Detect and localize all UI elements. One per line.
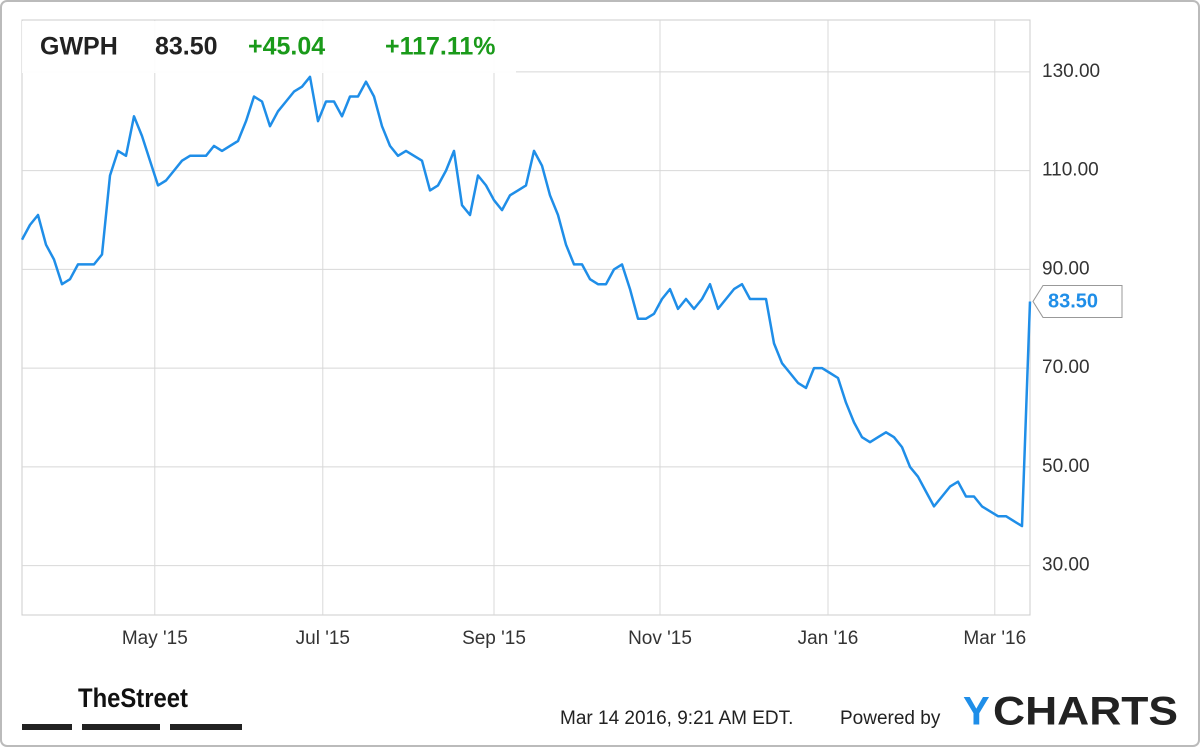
change-percent: +117.11% [385, 33, 496, 61]
price-line [20, 75, 1032, 528]
timestamp: Mar 14 2016, 9:21 AM EDT. [560, 708, 793, 729]
series-layer [20, 75, 1032, 528]
y-tick-label: 30.00 [1042, 555, 1090, 576]
grid [22, 20, 1030, 615]
last-value-label: 83.50 [1048, 291, 1098, 313]
brand-bar [82, 724, 160, 730]
x-tick-label: Jan '16 [798, 628, 859, 649]
brand-bar [170, 724, 242, 730]
powered-by: Powered by [840, 708, 941, 729]
brand-bar [22, 724, 72, 730]
y-tick-label: 70.00 [1042, 357, 1090, 378]
plot-area [21, 19, 1031, 616]
y-tick-label: 130.00 [1042, 61, 1100, 82]
x-tick-label: Sep '15 [462, 628, 526, 649]
change: +45.04 [248, 33, 325, 61]
y-tick-label: 90.00 [1042, 258, 1090, 279]
logo-rest: CHARTS [993, 690, 1178, 734]
x-tick-label: Nov '15 [628, 628, 692, 649]
y-tick-label: 110.00 [1042, 160, 1099, 181]
x-tick-label: May '15 [122, 628, 188, 649]
last-value-callout [1032, 284, 1123, 318]
symbol: GWPH [40, 33, 118, 61]
logo-y: Y [963, 690, 990, 734]
header-box [22, 21, 516, 73]
y-tick-label: 50.00 [1042, 456, 1090, 477]
x-tick-label: Mar '16 [963, 628, 1026, 649]
price: 83.50 [155, 33, 218, 61]
x-tick-label: Jul '15 [296, 628, 350, 649]
brand: TheStreet [78, 683, 188, 713]
